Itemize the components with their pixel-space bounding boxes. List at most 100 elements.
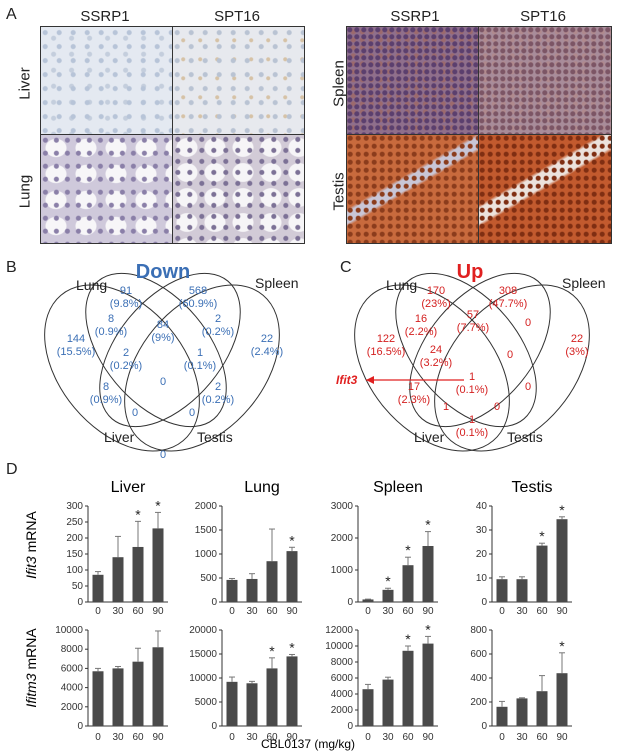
chart-3-significance-star: * <box>405 542 411 558</box>
chart-6-significance-star: * <box>269 643 275 659</box>
chart-7-ytick-label: 0 <box>347 721 353 732</box>
ifit3-callout-label: Ifit3 <box>336 373 358 387</box>
chart-3-ytick-label: 3000 <box>331 501 354 512</box>
chart-7-significance-star: * <box>405 631 411 647</box>
chart-6-bar <box>226 681 238 726</box>
chart-5-ytick-label: 10000 <box>55 625 83 636</box>
header-spt16-left: SPT16 <box>214 8 260 25</box>
chart-4-bar <box>556 519 568 602</box>
chart-8-bar <box>496 706 508 726</box>
header-ssrp1-right: SSRP1 <box>390 8 440 25</box>
chart-4-ytick-label: 40 <box>476 501 488 512</box>
row2-ylabel: Ifitm3 mRNA <box>23 628 39 708</box>
chart-3-title: Spleen <box>373 479 423 496</box>
row1-ylabel-gene: Ifit3 <box>23 556 39 579</box>
venn-down-r-lung-spleen-pct: (9%) <box>151 332 174 344</box>
venn-up-set-lung: Lung <box>386 277 417 293</box>
chart-4-ytick-label: 0 <box>481 597 487 608</box>
row1-ylabel: Ifit3 mRNA <box>23 511 39 579</box>
venn-down-r-lls: 2 <box>123 347 129 359</box>
chart-8-xtick-label: 90 <box>556 732 568 743</box>
chart-3-significance-star: * <box>425 517 431 533</box>
chart-5-bar <box>132 661 144 726</box>
chart-7-ytick-label: 12000 <box>325 625 353 636</box>
chart-5-ytick-label: 4000 <box>61 683 84 694</box>
venn-up-r-spleen-pct: (47.7%) <box>489 298 528 310</box>
venn-down-r-lst: 1 <box>197 347 203 359</box>
chart-8-significance-star: * <box>559 638 565 654</box>
venn-down-r-liver: 144 <box>67 333 85 345</box>
chart-2-xtick-label: 90 <box>286 606 298 617</box>
chart-6-ytick-label: 20000 <box>189 625 217 636</box>
chart-6-ytick-label: 10000 <box>189 673 217 684</box>
venn-down-r-liver-testis-pct: (0.9%) <box>90 394 122 406</box>
venn-up-r-lung: 170 <box>427 285 445 297</box>
chart-4-ytick-label: 30 <box>476 525 488 536</box>
chart-1-ytick-label: 200 <box>66 533 83 544</box>
chart-2-ytick-label: 2000 <box>195 501 218 512</box>
row2-ylabel-gene: Ifitm3 <box>23 673 39 707</box>
chart-5-xtick-label: 30 <box>112 732 124 743</box>
header-ssrp1-left: SSRP1 <box>80 8 130 25</box>
venn-up-set-liver: Liver <box>414 429 445 445</box>
venn-down-r-liver-pct: (15.5%) <box>57 346 96 358</box>
chart-4-ytick-label: 10 <box>476 573 488 584</box>
venn-down-r-lung-liver-pct: (0.9%) <box>95 326 127 338</box>
chart-4-xtick-label: 60 <box>536 606 548 617</box>
chart-1-ytick-label: 100 <box>66 565 83 576</box>
chart-2-bar <box>226 579 238 602</box>
venn-down-r-spleen: 568 <box>189 285 207 297</box>
chart-8-ytick-label: 200 <box>470 697 487 708</box>
venn-down-r-llt: 0 <box>132 407 138 419</box>
chart-6-xtick-label: 60 <box>266 732 278 743</box>
chart-8-bar <box>556 673 568 726</box>
venn-up-r-lst: 0 <box>507 349 513 361</box>
venn-up-r-liver-testis: 17 <box>408 381 420 393</box>
chart-2-xtick-label: 30 <box>246 606 258 617</box>
venn-down-r-lung-spleen: 84 <box>157 319 169 331</box>
chart-4-xtick-label: 90 <box>556 606 568 617</box>
chart-5-ytick-label: 8000 <box>61 644 84 655</box>
chart-8-xtick-label: 60 <box>536 732 548 743</box>
chart-5-bar <box>92 671 104 726</box>
chart-5-xtick-label: 60 <box>132 732 144 743</box>
venn-up-r-lls: 24 <box>430 344 442 356</box>
chart-3-xtick-label: 30 <box>382 606 394 617</box>
venn-down-title: Down <box>136 261 190 283</box>
venn-down-r-testis: 22 <box>261 333 273 345</box>
venn-down-r-liver-testis: 8 <box>103 381 109 393</box>
row-label-spleen: Spleen <box>330 60 348 107</box>
chart-6-bar <box>246 683 258 726</box>
chart-8-ytick-label: 600 <box>470 649 487 660</box>
chart-7-ytick-label: 10000 <box>325 641 353 652</box>
venn-down-r-spleen-testis: 2 <box>215 313 221 325</box>
chart-6-ytick-label: 15000 <box>189 649 217 660</box>
x-axis-label: CBL0137 (mg/kg) <box>261 737 355 751</box>
chart-7-xtick-label: 30 <box>382 732 394 743</box>
venn-up-r-liver: 122 <box>377 333 395 345</box>
venn-down-r-lst-pct: (0.1%) <box>184 360 216 372</box>
chart-1-xtick-label: 90 <box>152 606 164 617</box>
chart-2-ytick-label: 1000 <box>195 549 218 560</box>
chart-3-ytick-label: 1000 <box>331 565 354 576</box>
panel-a-letter: A <box>6 6 17 23</box>
chart-2-bar <box>246 578 258 602</box>
chart-6-bar <box>286 656 298 726</box>
chart-4-ytick-label: 20 <box>476 549 488 560</box>
chart-1-ytick-label: 150 <box>66 549 83 560</box>
row-label-liver: Liver <box>16 67 34 100</box>
chart-8-bar <box>536 691 548 726</box>
venn-panels: B C Down Lung Spleen Liver Testis 91 (9.… <box>6 259 606 461</box>
chart-1-significance-star: * <box>155 497 161 513</box>
panel-d-letter: D <box>6 461 18 478</box>
venn-up-r-spleen-testis: 0 <box>525 317 531 329</box>
chart-2-title: Lung <box>244 479 280 496</box>
chart-7-ytick-label: 4000 <box>331 689 354 700</box>
venn-up-r-lung-spleen: 57 <box>467 309 479 321</box>
venn-down-r-lung-testis: 2 <box>215 381 221 393</box>
chart-1-ytick-label: 50 <box>72 581 84 592</box>
venn-up-r-center-pct: (0.1%) <box>456 384 488 396</box>
venn-up-r-liver-testis-pct: (2.3%) <box>398 394 430 406</box>
venn-up-r-bottom: 1 <box>469 414 475 426</box>
chart-6-xtick-label: 90 <box>286 732 298 743</box>
